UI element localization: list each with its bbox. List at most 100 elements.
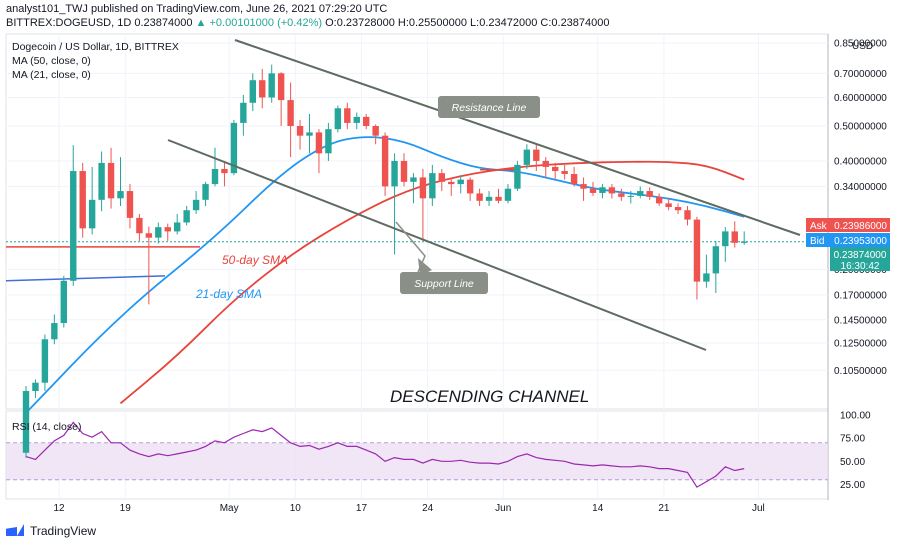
candle [599, 184, 606, 199]
ohlc-values: O:0.23728000 H:0.25500000 L:0.23472000 C… [325, 17, 610, 29]
tradingview-logo-icon [6, 524, 24, 538]
candle [627, 191, 634, 204]
candle-body [344, 108, 351, 123]
countdown: 16:30:42 [841, 261, 880, 272]
candle [296, 119, 304, 150]
candle [192, 191, 200, 214]
ma21-hline [5, 275, 166, 282]
candle [429, 164, 436, 206]
publish-line: analyst101_TWJ published on TradingView.… [6, 3, 388, 15]
candle-body [230, 122, 238, 174]
candle-body [183, 210, 190, 223]
candle [514, 160, 521, 192]
candle [561, 164, 568, 180]
bid-price: 0.23953000 [834, 236, 887, 247]
candle [438, 168, 445, 192]
candle [268, 64, 275, 103]
candle-body [240, 102, 247, 123]
candle-body [618, 193, 625, 197]
candle [60, 275, 67, 328]
candle-body [211, 168, 219, 185]
candle [202, 181, 209, 206]
x-tick-label: Jun [495, 503, 511, 514]
y-tick-label: 0.14500000 [834, 315, 887, 326]
candle-body [410, 177, 417, 182]
candle [419, 168, 427, 241]
resistance-callout: Resistance Line [438, 96, 540, 118]
candle [466, 177, 474, 201]
candle [334, 105, 342, 133]
candle-body [599, 187, 606, 193]
candle [325, 122, 332, 161]
legend-rsi: RSI (14, close) [12, 421, 81, 433]
last-price-box: 0.23874000 16:30:42 [830, 247, 890, 272]
support-line [167, 139, 707, 351]
candle [211, 147, 219, 187]
candle-body [164, 227, 171, 232]
candle-body [306, 132, 313, 136]
candle-body [485, 196, 493, 201]
candle-body [703, 273, 710, 282]
candle-body [268, 73, 275, 98]
candle-body [674, 207, 682, 211]
candle-body [126, 191, 134, 218]
candle-body [542, 160, 549, 167]
candle-body [495, 196, 502, 201]
candle [637, 186, 644, 199]
candle-body [325, 129, 332, 154]
candle-body [202, 184, 209, 200]
support-callout: Support Line [395, 221, 488, 294]
candle-body [277, 73, 285, 101]
candle-body [684, 210, 691, 220]
candle [174, 213, 181, 235]
candle-body [637, 191, 644, 196]
candle [646, 187, 653, 200]
support-label: Support Line [414, 278, 474, 290]
candle [51, 314, 58, 345]
candle-body [391, 160, 398, 187]
resistance-label: Resistance Line [452, 102, 527, 114]
ask-box: Ask 0.23986000 [806, 218, 890, 232]
moving-averages [5, 136, 828, 414]
candle-body [580, 184, 587, 189]
candle [164, 223, 171, 241]
symbol-label: BITTREX:DOGEUSD, 1D [6, 17, 132, 29]
candle-body [192, 199, 200, 211]
y-tick-label: 0.12500000 [834, 339, 887, 350]
x-tick-label: Jul [752, 503, 765, 514]
candle [183, 205, 190, 226]
candle [79, 162, 86, 238]
rsi-tick-label: 100.00 [840, 411, 871, 422]
candle-body [41, 339, 49, 383]
candle [722, 227, 729, 262]
candle-body [731, 231, 738, 243]
candle [277, 72, 285, 127]
candle-body [646, 191, 653, 197]
x-tick-label: 10 [290, 503, 302, 514]
candle [22, 385, 30, 458]
candle-body [259, 80, 266, 98]
y-tick-label: 0.40000000 [834, 156, 887, 167]
candle-body [353, 116, 360, 123]
candle-body [334, 108, 342, 130]
candle-body [363, 116, 370, 127]
candle [580, 177, 587, 201]
candle [32, 379, 39, 398]
candle [457, 175, 464, 194]
candle [552, 162, 559, 180]
candle [741, 231, 748, 245]
legend-ma50: MA (50, close, 0) [12, 55, 91, 67]
x-tick-label: 14 [592, 503, 604, 514]
candle-body [552, 166, 559, 172]
candle [608, 184, 616, 199]
candle-body [608, 187, 616, 194]
candle [306, 113, 313, 154]
candle-body [32, 382, 39, 391]
candle [410, 173, 417, 204]
legend-ma21: MA (21, close, 0) [12, 69, 91, 81]
candle [448, 177, 455, 196]
sma50-label: 50-day SMA [222, 253, 288, 267]
candle [126, 184, 134, 229]
candle-body [514, 164, 521, 189]
